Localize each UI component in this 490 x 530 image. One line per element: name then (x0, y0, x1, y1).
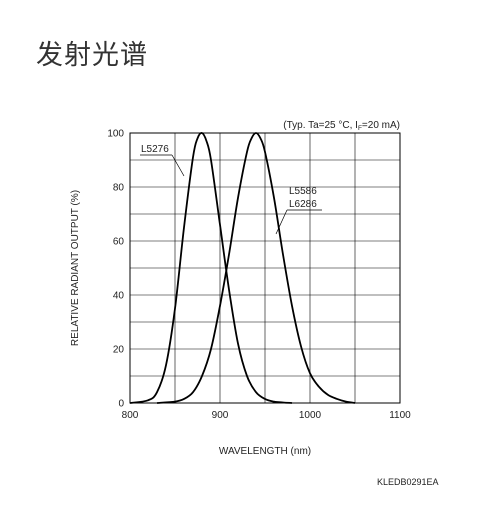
page-title: 发射光谱 (36, 40, 148, 71)
x-axis-label: WAVELENGTH (nm) (219, 446, 311, 457)
y-tick-label: 60 (113, 237, 125, 248)
series-line-1 (129, 132, 293, 404)
x-tick-label: 800 (122, 410, 139, 421)
series-label-2b: L6286 (289, 199, 317, 210)
leader-line (171, 154, 185, 177)
y-tick-label: 0 (118, 399, 124, 410)
figure-code: KLEDB0291EA (377, 477, 439, 487)
x-tick-label: 900 (212, 410, 229, 421)
series-labels: L5276 L5586 L6286 (140, 144, 322, 235)
x-tick-label: 1100 (389, 410, 411, 421)
chart-grid (130, 133, 400, 403)
leader-line (275, 209, 288, 235)
y-tick-label: 80 (113, 183, 125, 194)
plot-frame (129, 132, 401, 404)
y-tick-label: 40 (113, 291, 125, 302)
series-group (129, 132, 356, 404)
y-tick-label: 100 (107, 129, 124, 140)
series-label-2a: L5586 (289, 186, 317, 197)
y-axis-label: RELATIVE RADIANT OUTPUT (%) (70, 190, 81, 346)
axis-ticks: 800 900 1000 1100 0 20 40 60 80 100 (107, 129, 411, 422)
chart-note: (Typ. Ta=25 °C, IF=20 mA) (283, 120, 400, 132)
series-label-1: L5276 (141, 144, 169, 155)
series-line-2 (156, 132, 356, 404)
y-tick-label: 20 (113, 345, 125, 356)
x-tick-label: 1000 (299, 410, 322, 421)
